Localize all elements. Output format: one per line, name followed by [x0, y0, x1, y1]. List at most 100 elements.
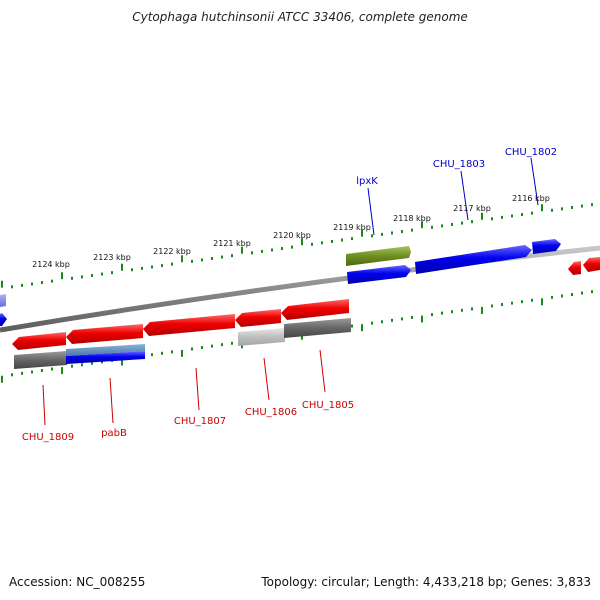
- lower-scale-minor-tick: [151, 353, 153, 357]
- gene-arrow-chu-1802[interactable]: [532, 239, 561, 254]
- lower-scale-minor-tick: [391, 318, 393, 322]
- upper-scale-minor-tick: [501, 215, 503, 219]
- lower-gene-labels: CHU_1809 pabB CHU_1807 CHU_1806 CHU_1805: [22, 400, 354, 443]
- lower-scale-minor-tick: [431, 313, 433, 317]
- feature-blue-pabb[interactable]: [66, 351, 145, 364]
- gene-arrow-chu-1809[interactable]: [12, 332, 66, 350]
- gene-arrow-chu-1807[interactable]: [143, 314, 235, 336]
- gene-label-chu-1803[interactable]: CHU_1803: [433, 159, 485, 170]
- lower-scale-major-tick: [481, 306, 483, 314]
- upper-scale-minor-tick: [521, 213, 523, 217]
- feature-steel-pabb[interactable]: [66, 344, 145, 356]
- upper-scale-minor-tick: [531, 211, 533, 215]
- lower-scale-minor-tick: [101, 360, 103, 364]
- feature-lightgrey-chu-1806[interactable]: [238, 328, 285, 346]
- gene-label-lpxk[interactable]: lpxK: [356, 176, 378, 187]
- upper-scale-minor-tick: [191, 259, 193, 263]
- upper-scale-minor-tick: [81, 275, 83, 279]
- upper-scale-minor-tick: [171, 262, 173, 266]
- upper-scale-minor-tick: [21, 283, 23, 287]
- scale-tick-labels: 2124 kbp 2123 kbp 2122 kbp 2121 kbp 2120…: [32, 194, 550, 269]
- gene-arrow-rna-lpxk-region[interactable]: [346, 246, 411, 266]
- lower-scale-minor-tick: [441, 311, 443, 315]
- lower-scale-minor-tick: [31, 370, 33, 374]
- accession-text: Accession: NC_008255: [9, 575, 146, 589]
- gene-arrow-pabb[interactable]: [66, 324, 143, 344]
- lower-scale-minor-tick: [451, 310, 453, 314]
- gene-label-chu-1806[interactable]: CHU_1806: [245, 407, 297, 418]
- upper-scale-minor-tick: [111, 271, 113, 275]
- upper-scale-minor-tick: [591, 203, 593, 207]
- upper-scale-minor-tick: [151, 265, 153, 269]
- gene-arrow-lpxk[interactable]: [347, 265, 411, 284]
- lower-scale-minor-tick: [521, 300, 523, 304]
- lower-scale-minor-tick: [191, 347, 193, 351]
- lower-scale-minor-tick: [411, 315, 413, 319]
- gene-label-pabb[interactable]: pabB: [101, 428, 127, 439]
- tick-label-2120: 2120 kbp: [273, 231, 311, 240]
- upper-scale-minor-tick: [431, 225, 433, 229]
- upper-scale-minor-tick: [581, 204, 583, 208]
- upper-scale-minor-tick: [211, 256, 213, 260]
- gene-arrow-partial-left-2[interactable]: [0, 313, 7, 326]
- lower-scale-major-tick: [421, 315, 423, 323]
- upper-scale-minor-tick: [231, 254, 233, 258]
- lower-scale-major-tick: [1, 375, 3, 383]
- upper-scale-minor-tick: [571, 205, 573, 209]
- gene-arrow-partial-left[interactable]: [0, 294, 6, 307]
- lower-scale-minor-tick: [171, 350, 173, 354]
- upper-scale-minor-tick: [321, 241, 323, 245]
- reverse-genes: [12, 257, 600, 369]
- upper-scale-minor-tick: [261, 249, 263, 253]
- gene-label-chu-1807[interactable]: CHU_1807: [174, 416, 226, 427]
- upper-scale-minor-tick: [471, 220, 473, 224]
- tick-label-2118: 2118 kbp: [393, 214, 431, 223]
- lower-scale-major-tick: [361, 324, 363, 332]
- upper-scale-minor-tick: [401, 230, 403, 234]
- tick-label-2123: 2123 kbp: [93, 253, 131, 262]
- gene-arrow-chu-1805[interactable]: [281, 299, 349, 320]
- lower-scale-minor-tick: [11, 373, 13, 377]
- lower-scale-minor-tick: [51, 367, 53, 371]
- upper-scale-minor-tick: [391, 231, 393, 235]
- upper-scale: [1, 203, 593, 289]
- lower-scale-minor-tick: [531, 298, 533, 302]
- upper-scale-minor-tick: [371, 234, 373, 238]
- gene-label-chu-1809[interactable]: CHU_1809: [22, 432, 74, 443]
- gene-arrow-right-2[interactable]: [583, 257, 600, 272]
- lower-scale-minor-tick: [551, 295, 553, 299]
- tick-label-2124: 2124 kbp: [32, 260, 70, 269]
- upper-scale-minor-tick: [51, 279, 53, 283]
- upper-scale-major-tick: [121, 263, 123, 271]
- upper-scale-minor-tick: [411, 228, 413, 232]
- upper-scale-major-tick: [421, 221, 423, 229]
- lower-scale-minor-tick: [381, 320, 383, 324]
- upper-scale-minor-tick: [271, 248, 273, 252]
- upper-scale-minor-tick: [381, 232, 383, 236]
- lower-scale-minor-tick: [461, 308, 463, 312]
- gene-arrow-right-1[interactable]: [568, 261, 581, 275]
- gene-label-chu-1805[interactable]: CHU_1805: [302, 400, 354, 411]
- tick-label-2121: 2121 kbp: [213, 239, 251, 248]
- gene-arrow-chu-1803[interactable]: [415, 245, 532, 274]
- gene-label-chu-1802[interactable]: CHU_1802: [505, 147, 557, 158]
- upper-scale-minor-tick: [141, 266, 143, 270]
- forward-genes: [0, 239, 561, 326]
- lower-scale-minor-tick: [71, 364, 73, 368]
- lower-scale-minor-tick: [91, 361, 93, 365]
- upper-scale-minor-tick: [461, 221, 463, 225]
- upper-scale-minor-tick: [11, 285, 13, 289]
- lower-scale-major-tick: [181, 349, 183, 357]
- upper-scale-minor-tick: [251, 251, 253, 255]
- upper-scale-minor-tick: [491, 217, 493, 221]
- upper-scale-minor-tick: [91, 273, 93, 277]
- gene-arrow-chu-1806[interactable]: [235, 309, 281, 327]
- lower-scale-minor-tick: [571, 293, 573, 297]
- lower-scale-minor-tick: [371, 321, 373, 325]
- upper-scale-major-tick: [181, 255, 183, 263]
- feature-grey-chu-1805[interactable]: [284, 318, 351, 338]
- tick-label-2116: 2116 kbp: [512, 194, 550, 203]
- upper-scale-major-tick: [301, 238, 303, 246]
- feature-grey-chu-1809[interactable]: [14, 351, 67, 369]
